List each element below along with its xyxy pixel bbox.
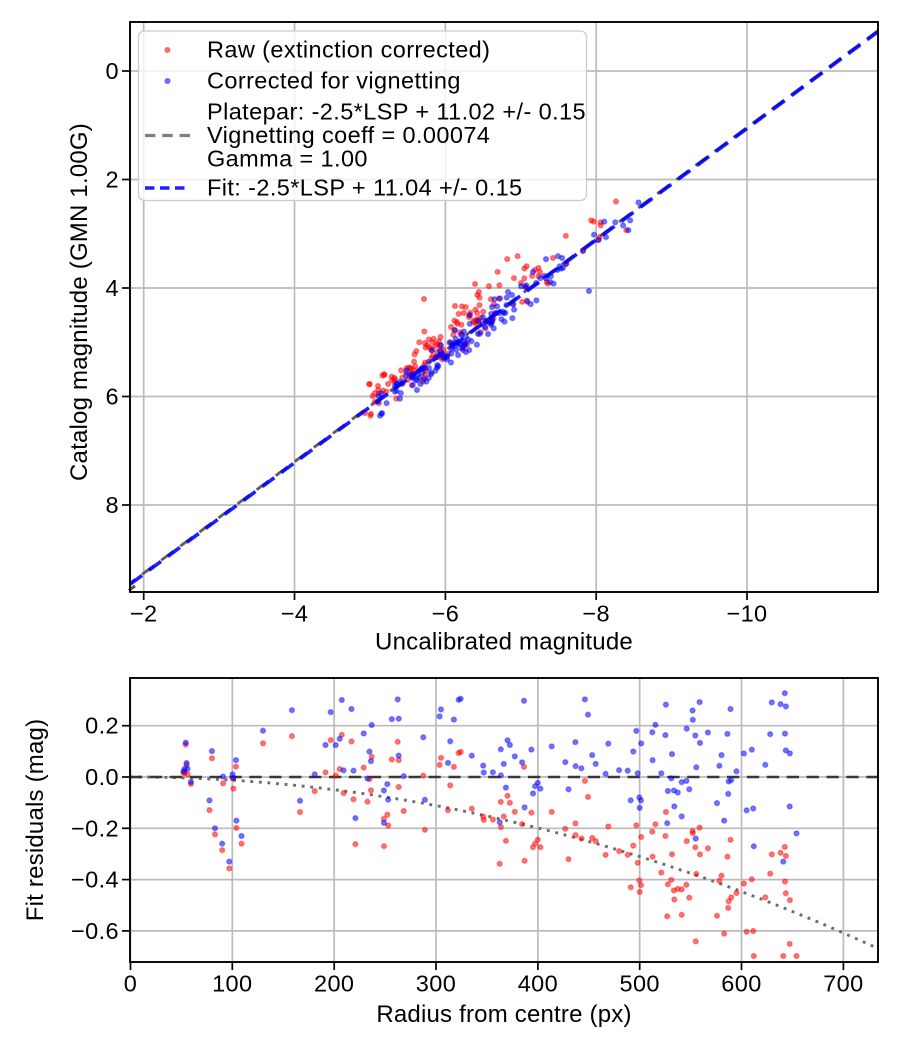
svg-text:−0.6: −0.6 <box>71 918 119 944</box>
svg-text:500: 500 <box>619 971 659 997</box>
svg-text:300: 300 <box>416 971 456 997</box>
svg-text:−6: −6 <box>432 601 460 627</box>
svg-text:0: 0 <box>106 58 119 84</box>
svg-text:600: 600 <box>721 971 761 997</box>
svg-text:Gamma = 1.00: Gamma = 1.00 <box>207 146 368 172</box>
svg-text:4: 4 <box>106 275 119 301</box>
svg-text:−8: −8 <box>582 601 610 627</box>
svg-text:Radius from centre (px): Radius from centre (px) <box>376 1001 631 1028</box>
svg-text:−2: −2 <box>130 601 158 627</box>
svg-text:8: 8 <box>106 492 119 518</box>
svg-text:Raw (extinction corrected): Raw (extinction corrected) <box>207 37 490 63</box>
svg-text:−0.4: −0.4 <box>71 867 119 893</box>
svg-text:100: 100 <box>212 971 252 997</box>
svg-text:700: 700 <box>823 971 863 997</box>
svg-text:Platepar: -2.5*LSP + 11.02 +/-: Platepar: -2.5*LSP + 11.02 +/- 0.15 <box>207 99 586 125</box>
svg-text:−4: −4 <box>281 601 309 627</box>
svg-text:0: 0 <box>124 971 137 997</box>
svg-text:0.0: 0.0 <box>85 764 119 790</box>
svg-text:Corrected for vignetting: Corrected for vignetting <box>207 68 461 94</box>
svg-text:2: 2 <box>106 167 119 193</box>
svg-text:Uncalibrated magnitude: Uncalibrated magnitude <box>375 629 633 656</box>
svg-text:200: 200 <box>314 971 354 997</box>
svg-text:Catalog magnitude (GMN 1.00G): Catalog magnitude (GMN 1.00G) <box>66 123 93 481</box>
svg-text:Fit residuals (mag): Fit residuals (mag) <box>22 719 49 922</box>
svg-text:400: 400 <box>518 971 558 997</box>
svg-text:−0.2: −0.2 <box>71 815 119 841</box>
svg-text:Fit: -2.5*LSP + 11.04 +/- 0.15: Fit: -2.5*LSP + 11.04 +/- 0.15 <box>207 175 523 201</box>
svg-text:−10: −10 <box>726 601 767 627</box>
svg-text:6: 6 <box>106 384 119 410</box>
svg-text:0.2: 0.2 <box>85 713 119 739</box>
svg-text:Vignetting coeff = 0.00074: Vignetting coeff = 0.00074 <box>207 122 490 148</box>
